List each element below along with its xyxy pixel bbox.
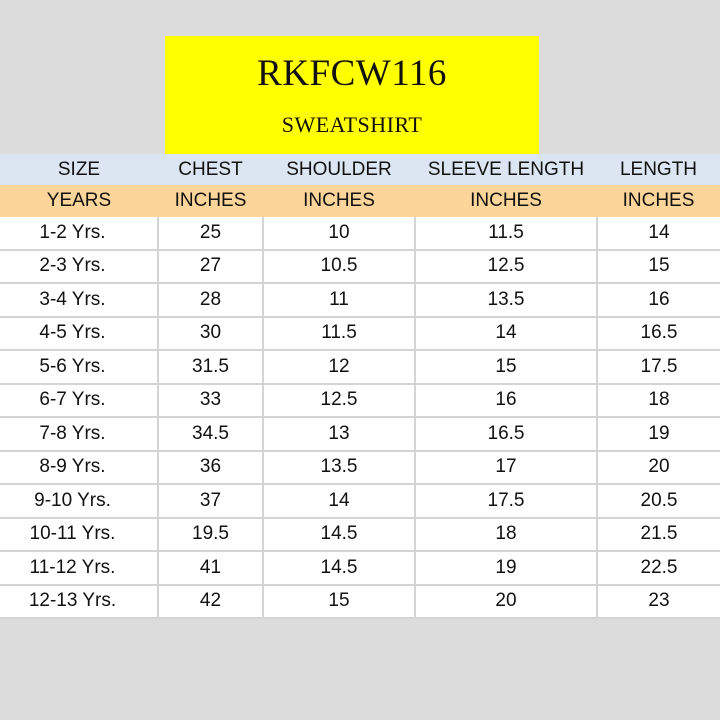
cell-sleeve-length: 17.5 — [415, 484, 598, 519]
cell-sleeve-length: 18 — [415, 517, 598, 552]
cell-shoulder: 14.5 — [263, 551, 416, 586]
cell-chest: 34.5 — [158, 417, 264, 452]
unit-chest: INCHES — [158, 185, 263, 217]
cell-sleeve-length: 19 — [415, 551, 598, 586]
cell-chest: 19.5 — [158, 517, 264, 552]
product-code: RKFCW116 — [257, 53, 447, 94]
table-row: 4-5 Yrs. 30 11.5 14 16.5 — [0, 316, 720, 351]
cell-shoulder: 13.5 — [263, 450, 416, 485]
cell-chest: 27 — [158, 249, 264, 284]
cell-shoulder: 13 — [263, 417, 416, 452]
table-row: 11-12 Yrs. 41 14.5 19 22.5 — [0, 551, 720, 586]
unit-sleeve-length: INCHES — [415, 185, 597, 217]
table-row: 6-7 Yrs. 33 12.5 16 18 — [0, 383, 720, 418]
header-row: SIZE CHEST SHOULDER SLEEVE LENGTH LENGTH — [0, 154, 720, 185]
cell-shoulder: 11 — [263, 283, 416, 318]
cell-shoulder: 10 — [263, 217, 416, 251]
cell-size: 12-13 Yrs. — [0, 584, 159, 619]
cell-sleeve-length: 17 — [415, 450, 598, 485]
title-banner: RKFCW116 SWEATSHIRT — [165, 36, 539, 154]
cell-size: 6-7 Yrs. — [0, 383, 159, 418]
cell-chest: 37 — [158, 484, 264, 519]
cell-shoulder: 12.5 — [263, 383, 416, 418]
table-row: 12-13 Yrs. 42 15 20 23 — [0, 584, 720, 619]
table-row: 3-4 Yrs. 28 11 13.5 16 — [0, 283, 720, 318]
cell-sleeve-length: 14 — [415, 316, 598, 351]
cell-chest: 36 — [158, 450, 264, 485]
cell-sleeve-length: 20 — [415, 584, 598, 619]
cell-size: 11-12 Yrs. — [0, 551, 159, 586]
header-length: LENGTH — [597, 154, 720, 185]
unit-length: INCHES — [597, 185, 720, 217]
unit-row: YEARS INCHES INCHES INCHES INCHES — [0, 185, 720, 217]
cell-sleeve-length: 16.5 — [415, 417, 598, 452]
cell-length: 23 — [597, 584, 720, 619]
cell-chest: 30 — [158, 316, 264, 351]
cell-shoulder: 14 — [263, 484, 416, 519]
cell-shoulder: 12 — [263, 350, 416, 385]
cell-length: 14 — [597, 217, 720, 251]
cell-shoulder: 14.5 — [263, 517, 416, 552]
cell-length: 18 — [597, 383, 720, 418]
cell-chest: 42 — [158, 584, 264, 619]
cell-shoulder: 15 — [263, 584, 416, 619]
cell-shoulder: 10.5 — [263, 249, 416, 284]
cell-length: 19 — [597, 417, 720, 452]
header-shoulder: SHOULDER — [263, 154, 415, 185]
cell-length: 22.5 — [597, 551, 720, 586]
table-row: 2-3 Yrs. 27 10.5 12.5 15 — [0, 249, 720, 284]
table-row: 5-6 Yrs. 31.5 12 15 17.5 — [0, 350, 720, 385]
unit-shoulder: INCHES — [263, 185, 415, 217]
cell-sleeve-length: 11.5 — [415, 217, 598, 251]
cell-length: 17.5 — [597, 350, 720, 385]
cell-chest: 31.5 — [158, 350, 264, 385]
unit-size: YEARS — [0, 185, 158, 217]
cell-chest: 33 — [158, 383, 264, 418]
cell-size: 2-3 Yrs. — [0, 249, 159, 284]
cell-size: 3-4 Yrs. — [0, 283, 159, 318]
cell-size: 7-8 Yrs. — [0, 417, 159, 452]
cell-length: 20 — [597, 450, 720, 485]
cell-chest: 25 — [158, 217, 264, 251]
cell-size: 1-2 Yrs. — [0, 217, 159, 251]
cell-length: 21.5 — [597, 517, 720, 552]
table-row: 1-2 Yrs. 25 10 11.5 14 — [0, 217, 720, 251]
cell-size: 10-11 Yrs. — [0, 517, 159, 552]
table-row: 8-9 Yrs. 36 13.5 17 20 — [0, 450, 720, 485]
cell-shoulder: 11.5 — [263, 316, 416, 351]
cell-size: 8-9 Yrs. — [0, 450, 159, 485]
cell-sleeve-length: 15 — [415, 350, 598, 385]
table-row: 10-11 Yrs. 19.5 14.5 18 21.5 — [0, 517, 720, 552]
cell-length: 15 — [597, 249, 720, 284]
cell-chest: 41 — [158, 551, 264, 586]
cell-length: 16 — [597, 283, 720, 318]
header-size: SIZE — [0, 154, 158, 185]
header-sleeve-length: SLEEVE LENGTH — [415, 154, 597, 185]
product-name: SWEATSHIRT — [281, 112, 423, 137]
cell-length: 20.5 — [597, 484, 720, 519]
cell-sleeve-length: 16 — [415, 383, 598, 418]
cell-size: 5-6 Yrs. — [0, 350, 159, 385]
cell-chest: 28 — [158, 283, 264, 318]
cell-sleeve-length: 12.5 — [415, 249, 598, 284]
cell-size: 9-10 Yrs. — [0, 484, 159, 519]
table-row: 7-8 Yrs. 34.5 13 16.5 19 — [0, 417, 720, 452]
cell-size: 4-5 Yrs. — [0, 316, 159, 351]
header-chest: CHEST — [158, 154, 263, 185]
size-chart-table: SIZE CHEST SHOULDER SLEEVE LENGTH LENGTH… — [0, 154, 720, 619]
cell-length: 16.5 — [597, 316, 720, 351]
table-row: 9-10 Yrs. 37 14 17.5 20.5 — [0, 484, 720, 519]
cell-sleeve-length: 13.5 — [415, 283, 598, 318]
